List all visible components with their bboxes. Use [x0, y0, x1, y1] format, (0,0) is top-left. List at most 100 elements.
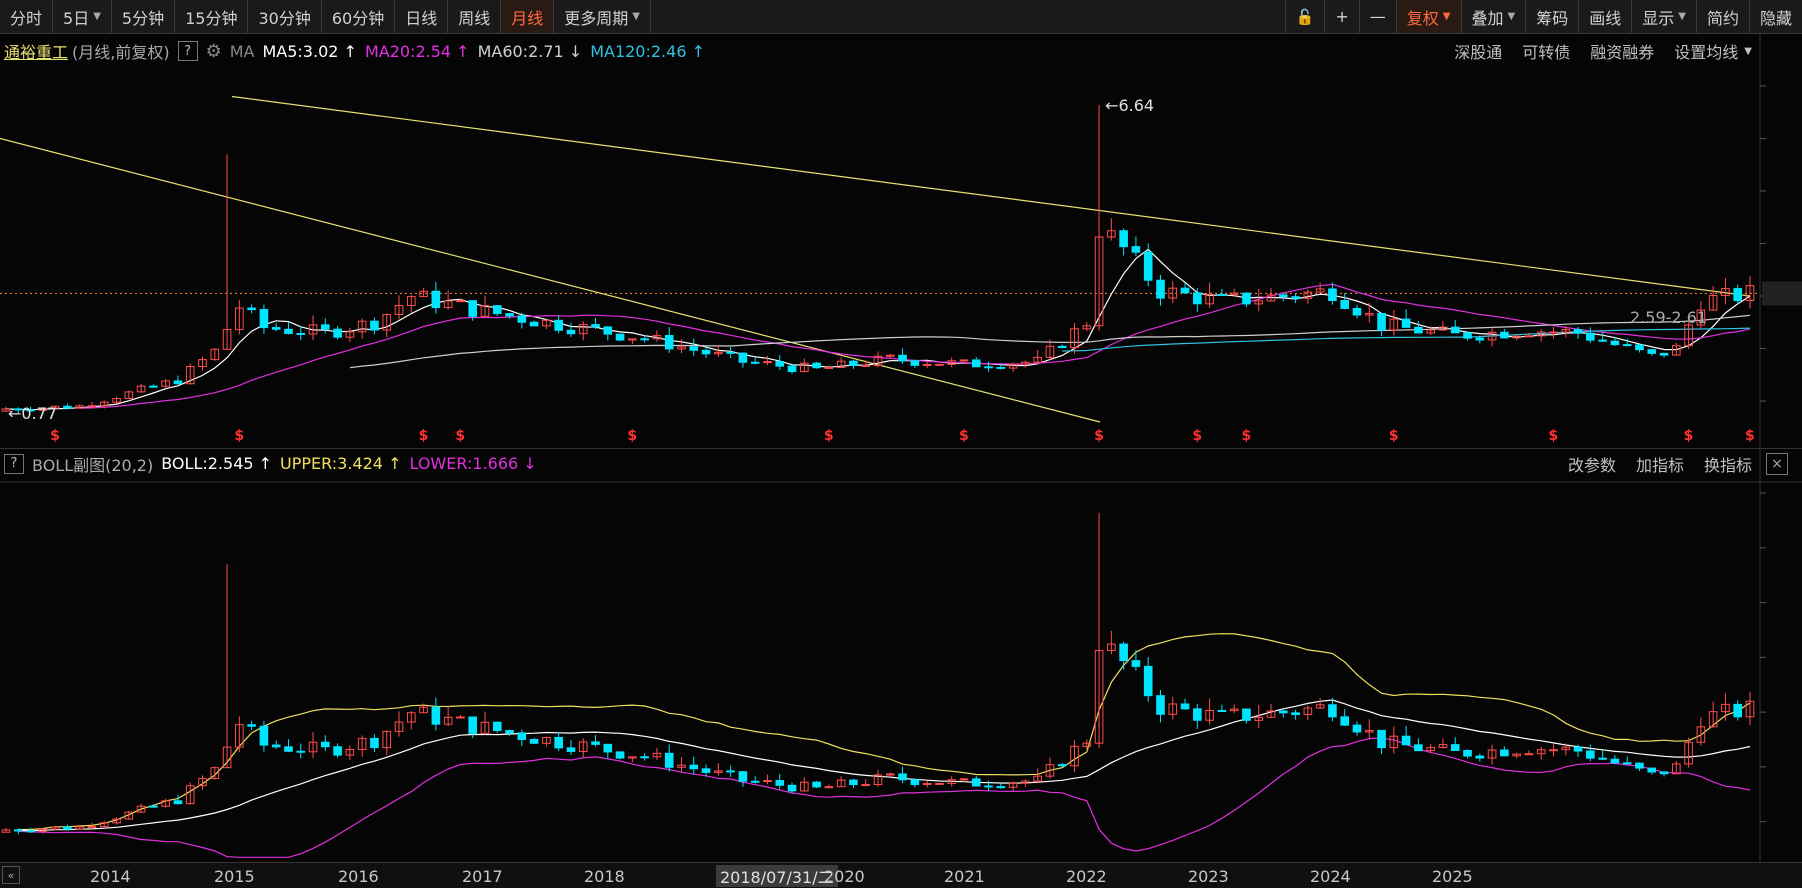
- candle-body: [1377, 729, 1386, 749]
- candle-body: [112, 398, 121, 403]
- candle-body: [431, 706, 441, 725]
- candle-body: [1549, 331, 1558, 334]
- candle-body: [222, 329, 232, 350]
- chart-link[interactable]: 换指标: [1703, 455, 1752, 475]
- toolbar-button-label: 简约: [1706, 8, 1739, 28]
- candle-body: [136, 805, 146, 813]
- candle-body: [1045, 764, 1055, 777]
- candle-body: [1021, 361, 1030, 365]
- candle-body: [173, 800, 183, 805]
- period-button[interactable]: 60分钟: [322, 0, 396, 33]
- chart-link[interactable]: 深股通: [1454, 43, 1503, 62]
- candle-body: [357, 320, 367, 333]
- candle-body: [640, 756, 649, 759]
- period-button[interactable]: 月线: [501, 0, 555, 33]
- candle-body: [664, 334, 674, 350]
- candle-body: [198, 359, 207, 368]
- toolbar-button-label: 隐藏: [1759, 8, 1792, 28]
- x-axis-year-label: 2023: [1188, 867, 1229, 886]
- stock-name[interactable]: 通裕重工: [4, 43, 69, 62]
- candle-body: [124, 391, 134, 400]
- chart-link[interactable]: 可转债: [1522, 43, 1571, 62]
- unlock-button[interactable]: 🔓: [1284, 0, 1325, 33]
- tool-button[interactable]: 画线: [1578, 0, 1631, 33]
- candle-body: [382, 313, 392, 331]
- dividend-marker: $: [627, 428, 637, 444]
- tool-button[interactable]: 显示 ▼: [1631, 0, 1696, 33]
- candle-body: [1340, 716, 1350, 726]
- candle-body: [1549, 749, 1558, 752]
- trend-line: [0, 137, 1101, 423]
- candle-body: [1057, 764, 1067, 767]
- candle-body: [1242, 292, 1251, 305]
- period-button[interactable]: 分时: [0, 0, 54, 33]
- candle-body: [1131, 246, 1141, 253]
- candle-body: [1107, 643, 1116, 652]
- close-icon[interactable]: ×: [1766, 452, 1788, 475]
- candle-body: [210, 348, 220, 361]
- candle-body: [959, 778, 969, 781]
- candle-body: [468, 716, 478, 734]
- tool-button[interactable]: 复权 ▼: [1395, 0, 1461, 33]
- candle-body: [1536, 749, 1546, 755]
- chart-link[interactable]: 改参数: [1567, 455, 1616, 475]
- candle-body: [971, 359, 981, 368]
- help-icon[interactable]: ?: [4, 453, 24, 474]
- tool-button[interactable]: 简约: [1695, 0, 1749, 33]
- chart-link[interactable]: 设置均线: [1674, 43, 1739, 62]
- candle-body: [898, 354, 907, 362]
- chart-link[interactable]: 融资融券: [1590, 43, 1655, 62]
- scroll-left-icon[interactable]: «: [2, 866, 20, 884]
- candle-body: [1131, 660, 1141, 667]
- gear-icon[interactable]: ⚙: [205, 40, 222, 62]
- candle-body: [1598, 757, 1607, 760]
- zoom-out-button[interactable]: —: [1358, 0, 1396, 33]
- candle-body: [1266, 710, 1276, 718]
- candle-body: [1107, 230, 1116, 238]
- candle-body: [1721, 703, 1730, 713]
- candle-body: [984, 366, 993, 369]
- candle-body: [38, 828, 48, 832]
- candle-body: [726, 770, 735, 773]
- help-icon[interactable]: ?: [177, 41, 198, 61]
- candle-body: [13, 408, 23, 411]
- tool-button[interactable]: 叠加 ▼: [1460, 0, 1526, 33]
- tool-button[interactable]: 筹码: [1525, 0, 1578, 33]
- period-button[interactable]: 5分钟: [112, 0, 176, 33]
- zoom-in-button[interactable]: +: [1324, 0, 1358, 33]
- candle-body: [1193, 708, 1202, 721]
- candle-body: [382, 730, 392, 749]
- candle-body: [1205, 710, 1214, 721]
- candle-body: [714, 351, 723, 355]
- candle-body: [1291, 296, 1300, 299]
- candle-body: [566, 747, 576, 752]
- period-button[interactable]: 30分钟: [248, 0, 322, 33]
- candle-body: [63, 826, 72, 830]
- candle-body: [296, 333, 306, 336]
- candle-body: [971, 778, 981, 787]
- candle-body: [750, 361, 760, 364]
- candle-body: [873, 774, 883, 786]
- candle-body: [861, 364, 871, 367]
- boll-indicator-name: BOLL副图(20,2): [32, 455, 154, 475]
- chart-link[interactable]: 加指标: [1635, 455, 1684, 475]
- candle-body: [1168, 287, 1178, 299]
- candle-body: [50, 405, 60, 409]
- candle-body: [63, 405, 72, 409]
- period-button[interactable]: 周线: [448, 0, 502, 33]
- toolbar-button-label: 分时: [10, 8, 43, 28]
- period-button[interactable]: 5日 ▼: [53, 0, 112, 33]
- sub-chart-links: 改参数 加指标 换指标: [1548, 452, 1802, 476]
- tool-button[interactable]: 隐藏: [1748, 0, 1802, 33]
- candlestick-chart[interactable]: ←6.64 ←0.77 2.59-2.61 $ $ $ $ $ $ $ $ $ $ $ $ $ $: [0, 34, 1802, 862]
- low-price-label: ←0.77: [8, 404, 57, 423]
- period-button[interactable]: 更多周期 ▼: [554, 0, 651, 33]
- candle-body: [161, 800, 170, 807]
- ma20-value: MA20:2.54 ↑: [364, 41, 470, 61]
- candle-body: [456, 300, 465, 303]
- upper-value: UPPER:3.424 ↑: [280, 454, 402, 473]
- candle-body: [419, 706, 428, 714]
- period-button[interactable]: 15分钟: [175, 0, 249, 33]
- period-button[interactable]: 日线: [395, 0, 449, 33]
- chevron-down-icon: ▼: [1442, 11, 1451, 22]
